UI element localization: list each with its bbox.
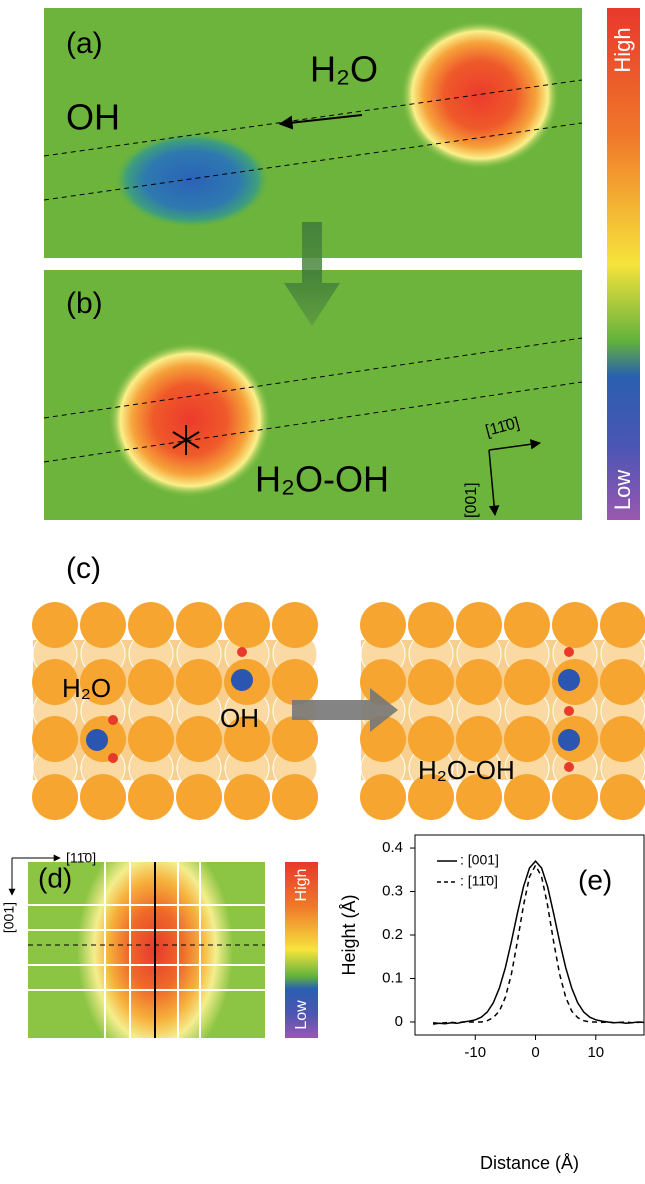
- surface-atom: [224, 602, 270, 648]
- y-tick-label: 0: [395, 1013, 403, 1030]
- surface-atom: [408, 602, 454, 648]
- chart: 0 0.1 0.2 0.3 0.4 -10 0 10 Distance (Å) Height (Å…: [339, 839, 644, 1173]
- figure: (a) OH H₂O (b) H₂O-OH [11̄0] [001] High …: [0, 0, 645, 1179]
- panel-label: (e): [578, 864, 612, 895]
- surface-atom: [176, 774, 222, 820]
- adsorbate-atom: [86, 729, 108, 751]
- species-label: H₂O-OH: [418, 755, 515, 785]
- species-label: H₂O: [310, 49, 378, 90]
- surface-atom: [600, 716, 645, 762]
- surface-atom: [552, 602, 598, 648]
- panel-label: (d): [38, 862, 72, 893]
- species-label: OH: [66, 97, 120, 138]
- x-tick-label: -10: [464, 1044, 486, 1061]
- direction-label: [001]: [1, 902, 17, 933]
- colorbar-label: High: [610, 27, 635, 72]
- surface-atom: [456, 659, 502, 705]
- surface-atom: [272, 716, 318, 762]
- surface-atom: [32, 716, 78, 762]
- adsorbate-atom: [237, 647, 247, 657]
- direction-label: [11̄0]: [66, 850, 96, 866]
- direction-label: [001]: [463, 482, 480, 518]
- x-tick-label: 0: [531, 1044, 539, 1061]
- surface-atom: [176, 659, 222, 705]
- x-tick-label: 10: [587, 1044, 604, 1061]
- surface-atom: [128, 602, 174, 648]
- adsorbate-atom: [564, 706, 574, 716]
- surface-atom: [128, 659, 174, 705]
- surface-atom: [224, 774, 270, 820]
- surface-atom: [600, 659, 645, 705]
- surface-atom: [176, 602, 222, 648]
- surface-atom: [360, 659, 406, 705]
- y-tick-label: 0.4: [382, 839, 403, 856]
- species-label: OH: [220, 703, 259, 733]
- surface-atom: [272, 602, 318, 648]
- y-tick-label: 0.1: [382, 969, 403, 986]
- surface-atom: [176, 716, 222, 762]
- adsorbate-atom: [108, 715, 118, 725]
- surface-atom: [128, 774, 174, 820]
- surface-atom: [80, 602, 126, 648]
- complex-blob: [108, 342, 272, 498]
- x-axis-label: Distance (Å): [480, 1153, 579, 1173]
- adsorbate-atom: [558, 729, 580, 751]
- panel-label: (a): [66, 27, 103, 60]
- legend-label: : [11̄0]: [460, 873, 498, 889]
- surface-atom: [360, 774, 406, 820]
- surface-atom: [32, 774, 78, 820]
- h2o-blob: [400, 20, 560, 170]
- surface-atom: [128, 716, 174, 762]
- colorbar: [607, 8, 640, 520]
- surface-atom: [408, 659, 454, 705]
- colorbar-label: Low: [293, 1000, 310, 1030]
- oh-blob: [114, 132, 270, 228]
- species-label: H₂O-OH: [255, 459, 389, 500]
- colorbar-label: High: [293, 869, 310, 902]
- surface-atom: [360, 602, 406, 648]
- y-tick-label: 0.2: [382, 926, 403, 943]
- legend-label: : [001]: [460, 852, 499, 868]
- surface-atom: [504, 602, 550, 648]
- colorbar-label: Low: [610, 470, 635, 510]
- panel-label: (c): [66, 552, 101, 585]
- surface-atom: [600, 774, 645, 820]
- panel-label: (b): [66, 287, 103, 320]
- data-line: [433, 865, 644, 1023]
- surface-atom: [360, 716, 406, 762]
- adsorbate-atom: [231, 669, 253, 691]
- species-label: H₂O: [62, 673, 111, 703]
- surface-atom: [600, 602, 645, 648]
- surface-atom: [272, 659, 318, 705]
- adsorbate-atom: [558, 669, 580, 691]
- surface-atom: [504, 659, 550, 705]
- adsorbate-atom: [108, 753, 118, 763]
- adsorbate-atom: [564, 647, 574, 657]
- surface-atom: [552, 774, 598, 820]
- surface-atom: [32, 602, 78, 648]
- surface-atom: [80, 774, 126, 820]
- surface-atom: [456, 602, 502, 648]
- y-tick-label: 0.3: [382, 882, 403, 899]
- y-axis-label: Height (Å): [339, 894, 359, 975]
- adsorbate-atom: [564, 762, 574, 772]
- surface-atom: [272, 774, 318, 820]
